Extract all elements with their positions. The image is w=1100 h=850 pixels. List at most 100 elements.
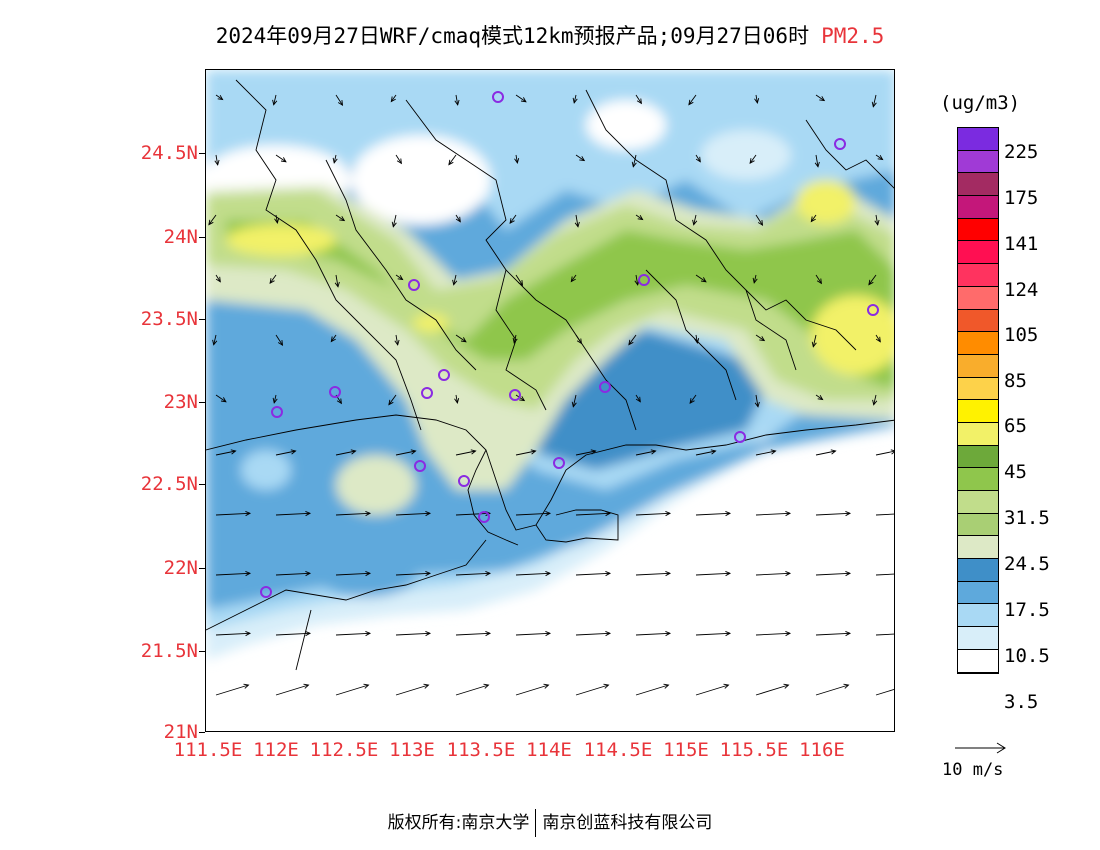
wind-arrow-head [305,630,312,637]
station-marker [271,406,283,418]
legend-swatch [958,491,998,514]
wind-arrow [815,450,836,456]
wind-arrow-head [688,99,694,106]
wind-arrow [575,632,611,636]
legend-swatch [958,150,998,174]
wind-arrow-head [605,570,612,577]
wind-arrow [275,512,311,516]
wind-arrow-head [290,449,297,455]
lon-label: 115E [663,739,709,761]
concentration-map [206,70,894,731]
wind-arrow [575,214,579,227]
lat-tick [199,402,205,403]
wind-arrow [635,94,642,104]
wind-arrow [273,94,277,105]
wind-arrow-head [269,278,275,284]
wind-arrow [635,394,641,402]
wind-key-arrow [955,742,1006,754]
wind-arrow [395,450,416,456]
wind-arrow [330,334,337,342]
wind-arrow [275,334,283,346]
wind-arrow-head [485,630,492,637]
wind-arrow-head [530,449,537,455]
wind-arrow-head [605,510,612,517]
wind-arrow-head [725,510,732,517]
wind-arrow-head [448,159,454,166]
station-marker [834,138,846,150]
station-marker [408,279,420,291]
legend-swatch [958,377,998,401]
wind-arrow [693,214,697,225]
wind-arrow [215,154,219,165]
wind-arrow-head [394,339,400,346]
wind-arrow-head [579,156,586,162]
wind-arrow-head [785,630,792,637]
wind-arrow-head [455,216,461,223]
wind-arrow-head [334,281,340,288]
wind-arrow [573,94,577,103]
wind-arrow [749,154,757,164]
wind-arrow [695,512,731,516]
wind-arrow-head [397,274,404,281]
wind-arrow [273,394,277,403]
wind-arrow-head [520,97,527,103]
legend-label: 225 [1004,141,1039,163]
wind-arrow [695,684,729,696]
wind-arrow-head [574,221,580,228]
wind-arrow [455,334,467,343]
wind-arrow-head [816,278,822,285]
wind-arrow [575,154,585,161]
wind-arrow-head [830,449,837,455]
legend-swatch [958,649,998,673]
wind-arrow [875,633,894,636]
wind-arrow-head [336,398,342,405]
wind-arrow [868,274,877,285]
wind-arrow [815,684,849,696]
wind-arrow [635,632,671,636]
wind-arrow [455,572,491,576]
legend-label: 65 [1004,415,1027,437]
wind-arrow-head [330,336,336,343]
title-variable: PM2.5 [821,24,885,48]
legend-swatch [958,309,998,333]
wind-arrow-head [305,510,312,517]
wind-arrow-head [339,216,346,222]
lon-label: 115.5E [719,739,789,761]
wind-arrow [395,572,431,576]
wind-arrow-head [636,98,642,105]
wind-arrow [815,94,825,101]
wind-arrow-head [749,158,755,164]
wind-arrow [455,632,491,636]
footer: 版权所有:南京大学 南京创蓝科技有限公司 [0,808,1100,837]
lon-label: 112E [253,739,299,761]
legend-swatch [958,218,998,242]
wind-arrow [635,512,671,516]
station-marker [509,389,521,401]
wind-arrow-head [303,683,310,689]
wind-arrow [575,334,582,344]
wind-arrow-head [871,101,877,108]
wind-arrow-head [350,449,357,455]
wind-arrow-head [543,683,550,689]
legend-swatch [958,173,998,197]
wind-arrow [875,573,894,576]
wind-arrow-head [695,156,701,163]
wind-arrow-head [637,214,644,221]
legend-label: 105 [1004,324,1039,346]
wind-arrow-head [663,683,670,689]
wind-arrow [753,274,757,283]
wind-arrow [335,512,371,516]
wind-arrow [275,154,287,163]
wind-arrow [628,334,637,345]
wind-arrow-head [819,96,826,102]
wind-vectors [208,94,894,696]
wind-arrow [390,94,397,102]
lon-label: 116E [799,739,845,761]
lon-label: 114E [526,739,572,761]
wind-arrow [755,334,765,341]
wind-arrow [275,572,311,576]
station-marker [734,431,746,443]
lat-tick [199,319,205,320]
legend-label: 124 [1004,279,1039,301]
wind-arrow [515,94,527,103]
